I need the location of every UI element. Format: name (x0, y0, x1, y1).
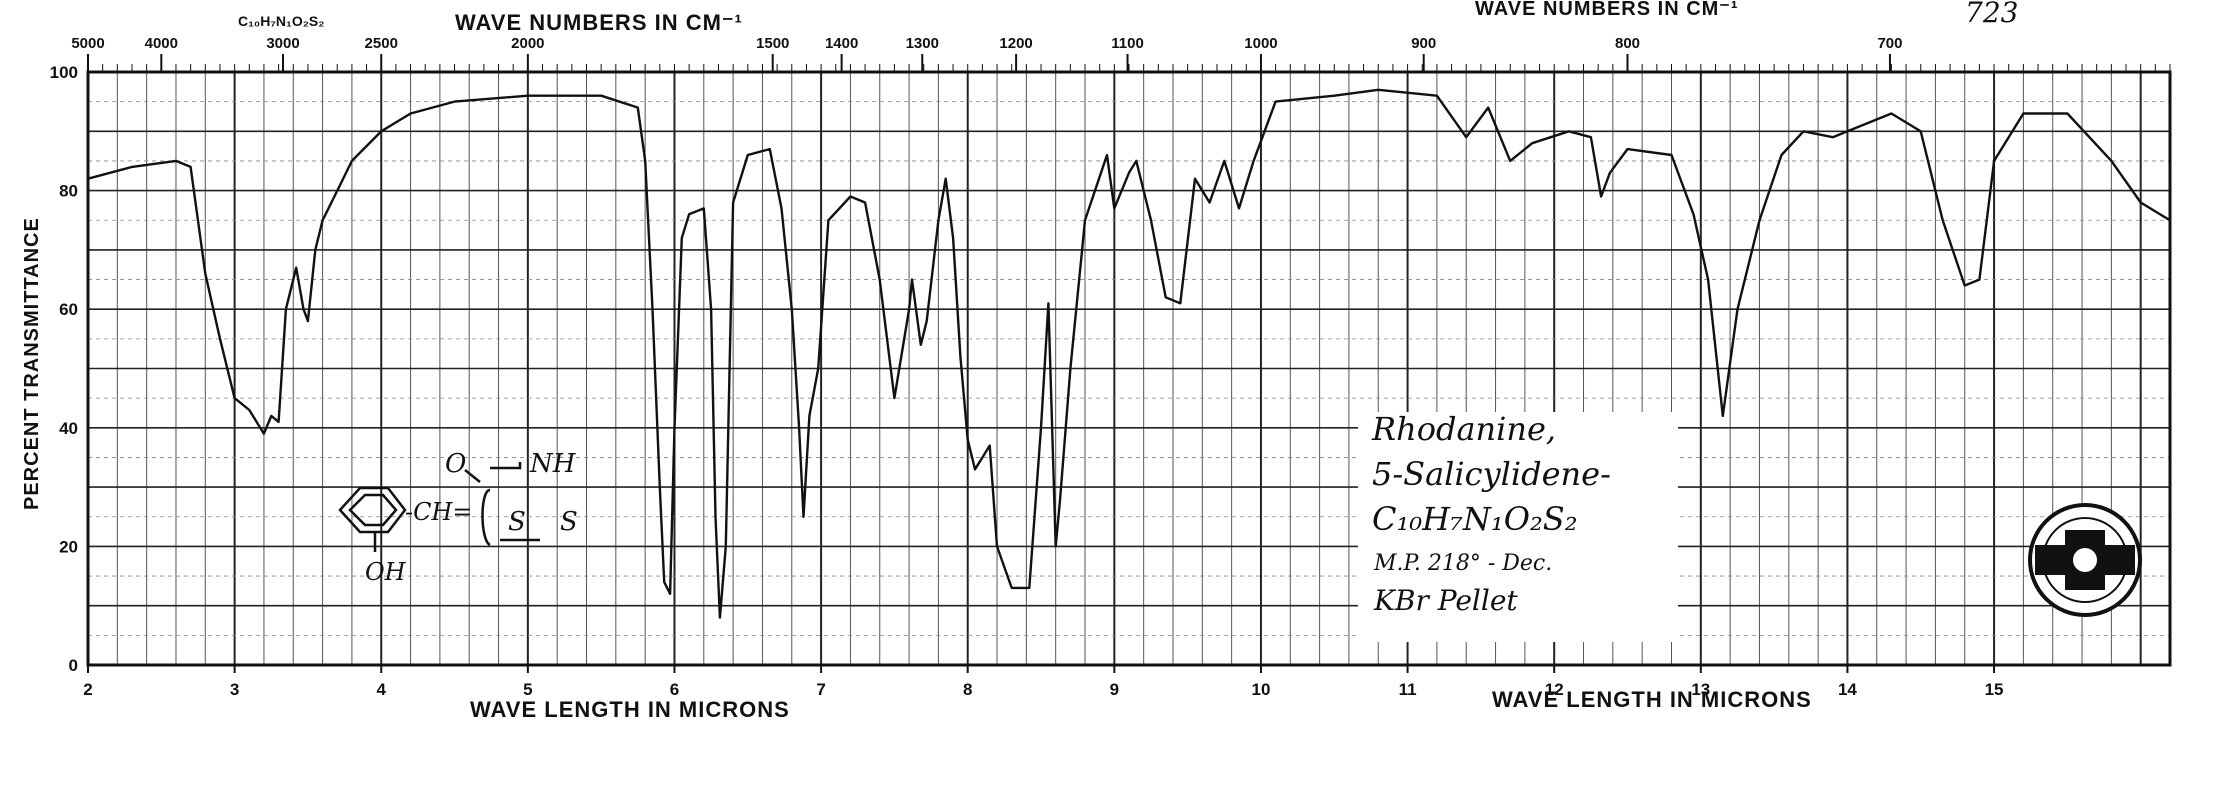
micron-tick-label: 11 (1399, 680, 1417, 699)
structure-s-exo-label: S (560, 507, 578, 537)
benzene-ring-shape (338, 486, 407, 534)
micron-axis: 2 3 4 5 6 7 8 9 10 11 12 13 14 15 (83, 665, 2004, 699)
sample-name-line2: 5-Salicylidene- (1372, 455, 1611, 493)
spectrum-series (87, 88, 2171, 619)
micron-tick-label: 9 (1110, 680, 1119, 699)
sample-card-background (1358, 412, 1678, 642)
catalog-number: 723 (1965, 0, 2018, 29)
wavenumber-tick-label: 3000 (266, 35, 299, 52)
wavenumber-tick-label: 4000 (145, 35, 178, 52)
structure-o-label: O (445, 449, 466, 479)
lab-seal-logo (2028, 503, 2142, 617)
wavenumber-tick-label: 700 (1877, 35, 1902, 52)
wavenumber-tick-label: 800 (1615, 35, 1640, 52)
wavenumber-axis: 5000 4000 3000 2500 2000 1500 1400 1300 1200 1100… (71, 35, 2171, 72)
transmittance-axis: 0 20 40 60 80 100 (50, 63, 78, 675)
wavenumber-tick-label: 2000 (511, 35, 544, 52)
micron-tick-label: 12 (1545, 680, 1564, 699)
melting-point: M.P. 218° - Dec. (1373, 551, 1552, 576)
sample-name-line1: Rhodanine, (1371, 410, 1556, 448)
wavenumber-tick-label: 1400 (825, 35, 858, 52)
micron-tick-label: 6 (670, 680, 679, 699)
wavenumber-tick-label: 5000 (71, 35, 104, 52)
transmittance-tick-label: 20 (59, 537, 78, 556)
micron-tick-label: 8 (963, 680, 972, 699)
micron-tick-label: 3 (230, 680, 239, 699)
sample-formula: C₁₀H₇N₁O₂S₂ (1372, 500, 1578, 538)
micron-tick-label: 5 (523, 680, 532, 699)
transmittance-tick-label: 60 (59, 300, 78, 319)
transmittance-tick-label: 0 (69, 656, 78, 675)
spectrum-line (87, 88, 2171, 619)
rhodanine-ring-shape (481, 462, 540, 547)
structure-s-ring-label: S (508, 507, 526, 537)
micron-tick-label: 15 (1985, 680, 2004, 699)
micron-tick-label: 7 (816, 680, 825, 699)
structure-nh-label: NH (529, 449, 577, 479)
micron-tick-label: 13 (1691, 680, 1710, 699)
micron-tick-label: 10 (1251, 680, 1270, 699)
y-axis-title: PERCENT TRANSMITTANCE (21, 217, 43, 510)
wavenumber-tick-label: 1000 (1244, 35, 1277, 52)
wave-numbers-title-right: WAVE NUMBERS IN CM⁻¹ (1475, 0, 1739, 20)
wavenumber-tick-label: 1100 (1111, 35, 1144, 52)
transmittance-tick-label: 100 (50, 63, 78, 82)
x-axis-title-left: WAVE LENGTH IN MICRONS (470, 697, 790, 722)
x-axis-title-right: WAVE LENGTH IN MICRONS (1492, 687, 1812, 712)
wavenumber-tick-label: 1500 (756, 35, 789, 52)
micron-tick-label: 2 (83, 680, 92, 699)
wavenumber-tick-label: 2500 (365, 35, 398, 52)
wavenumber-tick-label: 1300 (906, 35, 939, 52)
wavenumber-tick-label: 1200 (999, 35, 1032, 52)
wavenumber-tick-label: 900 (1411, 35, 1436, 52)
benzene-inner-shape (348, 493, 398, 527)
transmittance-tick-label: 80 (59, 182, 78, 201)
wave-numbers-title-left: WAVE NUMBERS IN CM⁻¹ (455, 10, 743, 35)
micron-tick-label: 4 (377, 680, 387, 699)
chart-grid (87, 71, 2171, 666)
transmittance-tick-label: 40 (59, 419, 78, 438)
chemical-structure (338, 462, 540, 552)
micron-tick-label: 14 (1838, 680, 1857, 699)
formula-top: C₁₀H₇N₁O₂S₂ (238, 13, 325, 29)
structure-oh-label: OH (365, 558, 407, 586)
sample-prep: KBr Pellet (1373, 584, 1518, 617)
structure-ch-label: -CH= (405, 498, 473, 526)
sample-card: Rhodanine, 5-Salicylidene- C₁₀H₇N₁O₂S₂ M… (1358, 410, 1678, 642)
carbonyl-bond (464, 469, 481, 483)
